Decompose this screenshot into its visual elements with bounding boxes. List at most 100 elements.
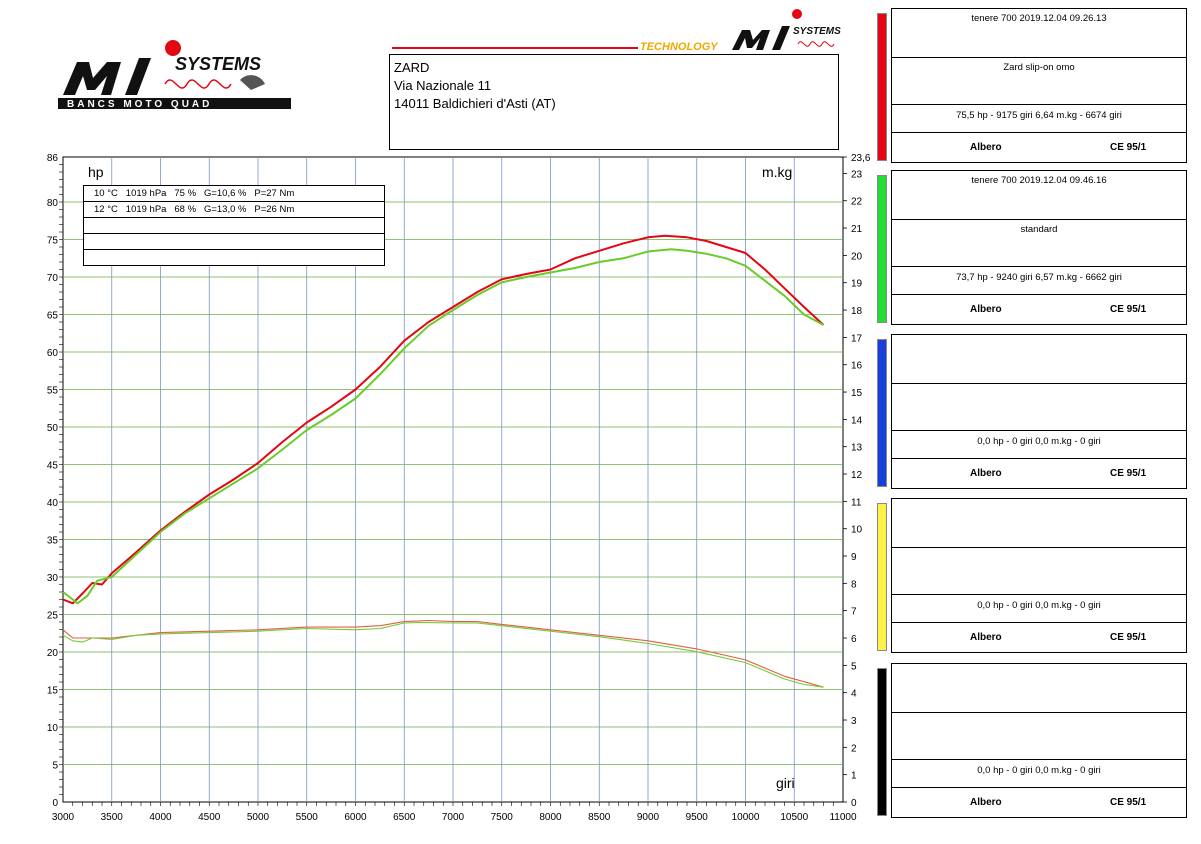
- run-description: Zard slip-on omo: [892, 58, 1186, 105]
- run-color-swatch: [877, 668, 887, 816]
- y-right-tick-label: 9: [851, 552, 857, 563]
- x-tick-label: 8000: [539, 812, 562, 823]
- x-tick-label: 6000: [344, 812, 367, 823]
- run-description: standard: [892, 220, 1186, 267]
- conditions-row-4: [84, 234, 384, 250]
- run-color-swatch: [877, 13, 887, 161]
- dealer-address-box: ZARD Via Nazionale 11 14011 Baldichieri …: [389, 54, 839, 150]
- y-right-tick-label: 1: [851, 771, 857, 782]
- x-tick-label: 11000: [829, 812, 857, 823]
- x-tick-label: 4000: [149, 812, 172, 823]
- run-title: [892, 664, 1186, 713]
- x-tick-label: 10500: [780, 812, 808, 823]
- run-measure-point: Albero: [970, 142, 1002, 153]
- y-right-tick-label: 23,6: [851, 153, 870, 164]
- torque-curve-2: [62, 621, 824, 688]
- y-right-tick-label: 19: [851, 279, 863, 290]
- y-left-tick-label: 45: [47, 461, 59, 472]
- y-left-tick-label: 65: [47, 311, 59, 322]
- x-tick-label: 7000: [442, 812, 465, 823]
- y-left-tick-label: 5: [52, 761, 58, 772]
- technology-brand-banner: TECHNOLOGY SYSTEMS: [392, 9, 841, 53]
- y-left-tick-label: 70: [47, 273, 59, 284]
- y-left-tick-label: 75: [47, 236, 59, 247]
- run-measure-point: Albero: [970, 797, 1002, 808]
- y-right-tick-label: 8: [851, 579, 857, 590]
- x-tick-label: 3000: [52, 812, 75, 823]
- x-tick-label: 7500: [491, 812, 514, 823]
- x-tick-label: 10000: [732, 812, 760, 823]
- y-right-tick-label: 17: [851, 333, 863, 344]
- address-city: 14011 Baldichieri d'Asti (AT): [394, 96, 556, 111]
- logo-systems-text: SYSTEMS: [175, 54, 261, 74]
- run-measure-point: Albero: [970, 304, 1002, 315]
- run-standard: CE 95/1: [1110, 142, 1147, 153]
- y-left-tick-label: 35: [47, 536, 59, 547]
- conditions-row-2: 12 °C 1019 hPa 68 % G=13,0 % P=26 Nm: [84, 202, 384, 218]
- y-right-tick-label: 4: [851, 689, 857, 700]
- run-standard: CE 95/1: [1110, 468, 1147, 479]
- run-measure-point: Albero: [970, 632, 1002, 643]
- y-left-tick-label: 86: [47, 153, 59, 164]
- run-title: tenere 700 2019.12.04 09.46.16: [892, 171, 1186, 220]
- y-right-tick-label: 5: [851, 661, 857, 672]
- y-left-tick-label: 80: [47, 198, 59, 209]
- y-right-tick-label: 16: [851, 361, 863, 372]
- test-conditions-table: 10 °C 1019 hPa 75 % G=10,6 % P=27 Nm 12 …: [83, 185, 385, 266]
- y-left-tick-label: 50: [47, 423, 59, 434]
- y-left-tick-label: 25: [47, 611, 59, 622]
- run-summary: 0,0 hp - 0 giri 0,0 m.kg - 0 giri: [892, 431, 1186, 459]
- x-tick-label: 5500: [296, 812, 319, 823]
- run-measure-point: Albero: [970, 468, 1002, 479]
- y-right-tick-label: 11: [851, 497, 862, 508]
- brand-systems-text: SYSTEMS: [793, 26, 841, 37]
- y-right-tick-label: 0: [851, 798, 857, 809]
- y-right-tick-label: 23: [851, 169, 863, 180]
- run-description: [892, 384, 1186, 431]
- y-right-tick-label: 7: [851, 607, 857, 618]
- y-right-tick-label: 21: [851, 224, 863, 235]
- y-right-tick-label: 15: [851, 388, 863, 399]
- y-left-tick-label: 15: [47, 686, 59, 697]
- y-left-tick-label: 55: [47, 386, 59, 397]
- x-tick-label: 4500: [198, 812, 221, 823]
- y-left-axis-label: hp: [88, 164, 104, 180]
- y-right-axis-label: m.kg: [762, 164, 792, 180]
- run-title: [892, 499, 1186, 548]
- y-right-tick-label: 3: [851, 716, 857, 727]
- run-summary: 73,7 hp - 9240 giri 6,57 m.kg - 6662 gir…: [892, 267, 1186, 295]
- conditions-row-5: [84, 250, 384, 266]
- address-name: ZARD: [394, 60, 430, 75]
- run-panel-1: tenere 700 2019.12.04 09.26.13 Zard slip…: [874, 8, 1188, 163]
- y-right-tick-label: 2: [851, 743, 857, 754]
- x-tick-label: 8500: [588, 812, 611, 823]
- torque-curve-1: [62, 619, 824, 688]
- power-curve-2: [62, 248, 824, 605]
- run-standard: CE 95/1: [1110, 797, 1147, 808]
- y-right-tick-label: 20: [851, 251, 863, 262]
- run-color-swatch: [877, 339, 887, 487]
- y-left-tick-label: 60: [47, 348, 59, 359]
- x-tick-label: 5000: [247, 812, 270, 823]
- x-tick-label: 9500: [686, 812, 709, 823]
- x-tick-label: 6500: [393, 812, 416, 823]
- y-right-tick-label: 12: [851, 470, 863, 481]
- y-left-tick-label: 30: [47, 573, 59, 584]
- run-summary: 0,0 hp - 0 giri 0,0 m.kg - 0 giri: [892, 595, 1186, 623]
- y-left-tick-label: 10: [47, 723, 59, 734]
- address-street: Via Nazionale 11: [394, 78, 492, 93]
- y-left-tick-label: 20: [47, 648, 59, 659]
- run-panel-2: tenere 700 2019.12.04 09.46.16 standard …: [874, 170, 1188, 325]
- run-panel-4: 0,0 hp - 0 giri 0,0 m.kg - 0 giri Albero…: [874, 498, 1188, 653]
- y-right-tick-label: 6: [851, 634, 857, 645]
- run-color-swatch: [877, 503, 887, 651]
- logo-tagline-text: BANCS MOTO QUAD: [67, 99, 212, 110]
- y-right-tick-label: 22: [851, 197, 863, 208]
- run-summary: 75,5 hp - 9175 giri 6,64 m.kg - 6674 gir…: [892, 105, 1186, 133]
- y-left-tick-label: 40: [47, 498, 59, 509]
- y-right-tick-label: 13: [851, 443, 863, 454]
- run-color-swatch: [877, 175, 887, 323]
- run-standard: CE 95/1: [1110, 632, 1147, 643]
- power-curve-1: [62, 234, 825, 605]
- run-panel-5: 0,0 hp - 0 giri 0,0 m.kg - 0 giri Albero…: [874, 663, 1188, 818]
